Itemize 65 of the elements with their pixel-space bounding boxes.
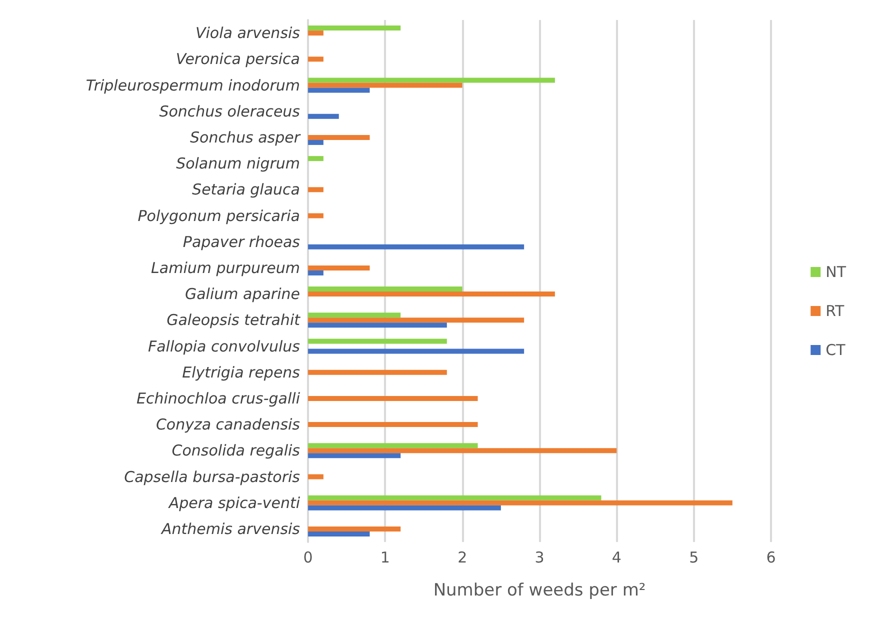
bar: [308, 134, 370, 140]
bar: [308, 270, 324, 276]
legend-label: RT: [826, 302, 845, 320]
x-tick-label: 3: [534, 548, 544, 566]
bar: [308, 213, 324, 218]
x-tick-label: 6: [766, 548, 776, 566]
x-axis-title: Number of weeds per m²: [433, 580, 646, 600]
bar: [308, 526, 401, 532]
bar: [308, 156, 324, 162]
bar: [308, 56, 324, 62]
bar: [308, 318, 524, 323]
bar: [308, 286, 462, 292]
bar: [308, 78, 555, 83]
bar: [308, 244, 524, 250]
bar: [308, 505, 501, 510]
bar: [308, 348, 524, 354]
x-tick-label: 1: [380, 548, 390, 566]
y-tick-label: Consolida regalis: [172, 442, 300, 460]
x-tick-label: 0: [303, 548, 313, 566]
bar: [308, 187, 324, 192]
bar: [308, 531, 370, 536]
bar: [308, 88, 370, 93]
y-tick-label: Apera spica-venti: [168, 494, 301, 512]
bar: [308, 292, 555, 297]
bar: [308, 114, 339, 119]
x-tick-label: 5: [689, 548, 699, 566]
bar: [308, 396, 478, 401]
y-tick-label: Anthemis arvensis: [160, 520, 300, 538]
bar: [308, 500, 732, 506]
y-tick-label: Tripleurospermum inodorum: [86, 76, 300, 94]
bar: [308, 448, 617, 454]
y-tick-label: Capsella bursa-pastoris: [124, 468, 300, 486]
x-tick-label: 4: [612, 548, 622, 566]
legend-label: NT: [826, 263, 847, 281]
bar: [308, 443, 478, 448]
y-tick-label: Solanum nigrum: [176, 154, 300, 173]
y-tick-label: Conyza canadensis: [156, 416, 300, 434]
y-tick-label: Fallopia convolvulus: [148, 337, 300, 356]
bar: [308, 370, 447, 375]
y-tick-label: Sonchus asper: [190, 128, 301, 146]
legend-label: CT: [826, 341, 846, 359]
x-tick-label: 2: [458, 548, 468, 566]
bar: [308, 26, 401, 31]
y-tick-label: Elytrigia repens: [182, 363, 300, 382]
bar: [308, 422, 478, 428]
bar: [308, 474, 324, 480]
bar: [308, 265, 370, 270]
bar: [308, 82, 462, 88]
y-tick-label: Echinochloa crus-galli: [136, 389, 301, 408]
bar: [308, 322, 447, 328]
y-tick-label: Setaria glauca: [192, 180, 300, 199]
bar: [308, 140, 324, 145]
bar: [308, 453, 401, 458]
bar: [308, 30, 324, 36]
y-tick-label: Sonchus oleraceus: [159, 102, 300, 120]
y-tick-label: Galeopsis tetrahit: [166, 311, 302, 330]
y-tick-label: Lamium purpureum: [151, 258, 300, 277]
y-tick-label: Papaver rhoeas: [182, 232, 300, 251]
y-tick-label: Veronica persica: [176, 50, 300, 68]
bar: [308, 495, 602, 500]
y-tick-label: Polygonum persicaria: [138, 206, 300, 225]
bar: [308, 312, 401, 318]
bar: [308, 338, 447, 344]
y-tick-label: Galium aparine: [184, 285, 300, 304]
y-tick-label: Viola arvensis: [195, 24, 300, 42]
